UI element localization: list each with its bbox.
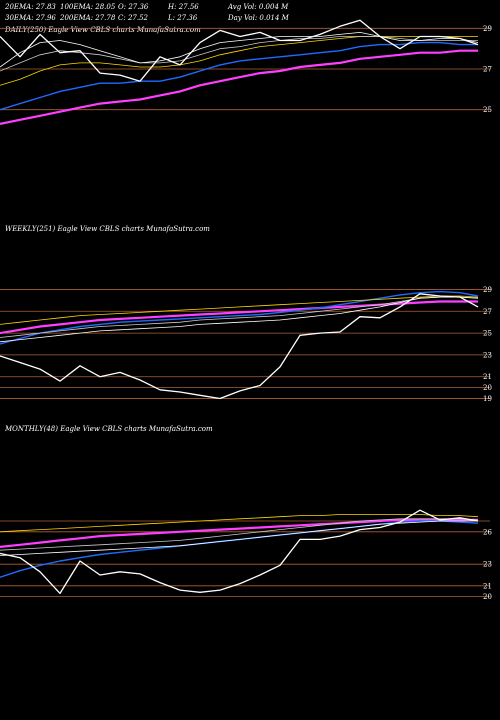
monthly-panel-title: MONTHLY(48) Eagle View CBLS charts Munaf… [5,425,213,433]
daily-ytick-label: 25 [483,106,492,114]
weekly-price-line [0,293,479,400]
header-ema30: 30EMA: 27.96 [5,14,56,22]
header-ema100: 100EMA: 28.05 [60,3,116,11]
header-close: C: 27.52 [118,14,148,22]
daily-chart: 29 27 25 [0,19,492,125]
daily-ema-line-5 [0,49,478,125]
weekly-ytick-label: 21 [483,373,492,381]
daily-ytick-label: 29 [483,25,492,33]
daily-panel-title: DAILY(250) Eagle View CBLS charts Munafa… [5,26,201,34]
weekly-ytick-label: 19 [483,395,492,403]
daily-ema-line-4 [0,41,478,111]
weekly-panel-title: WEEKLY(251) Eagle View CBLS charts Munaf… [5,225,210,233]
daily-price-line [0,19,479,82]
weekly-ema-line-2 [0,296,479,338]
weekly-ytick-label: 27 [483,308,492,316]
header-low: L: 27.36 [168,14,198,22]
weekly-ytick-label: 23 [483,351,492,359]
weekly-chart: 29 27 25 23 21 20 19 [0,286,492,403]
daily-ytick-label: 27 [483,66,492,74]
weekly-ytick-label: 29 [483,286,492,294]
header-high: H: 27.56 [168,3,199,11]
header-ema200: 200EMA: 27.78 [60,14,116,22]
monthly-ytick-label: 23 [483,561,492,569]
header-open: O: 27.36 [118,3,149,11]
monthly-price-line [0,509,479,595]
weekly-ytick-label: 25 [483,330,492,338]
weekly-ytick-label: 20 [483,384,492,392]
weekly-ema-line-4 [0,290,479,345]
header-avg-vol: Avg Vol: 0.004 M [228,3,289,11]
header-day-vol: Day Vol: 0.014 M [228,14,289,22]
monthly-chart: 26 23 21 20 [0,509,492,601]
monthly-ema-line-2 [0,518,479,551]
monthly-ytick-label: 26 [483,528,492,536]
monthly-ytick-label: 20 [483,593,492,601]
weekly-ema-line-1 [0,296,479,343]
monthly-ema-line-1 [0,520,478,556]
monthly-ema-line-5 [0,518,478,548]
daily-ema-line-2 [0,36,478,72]
daily-ema-line-3 [0,36,478,86]
weekly-ema-line-5 [0,300,478,335]
daily-ema-line-1 [0,32,479,68]
weekly-ema-line-3 [0,295,479,325]
monthly-ytick-label: 21 [483,582,492,590]
monthly-ema-line-3 [0,514,479,533]
header-ema20: 20EMA: 27.83 [5,3,56,11]
